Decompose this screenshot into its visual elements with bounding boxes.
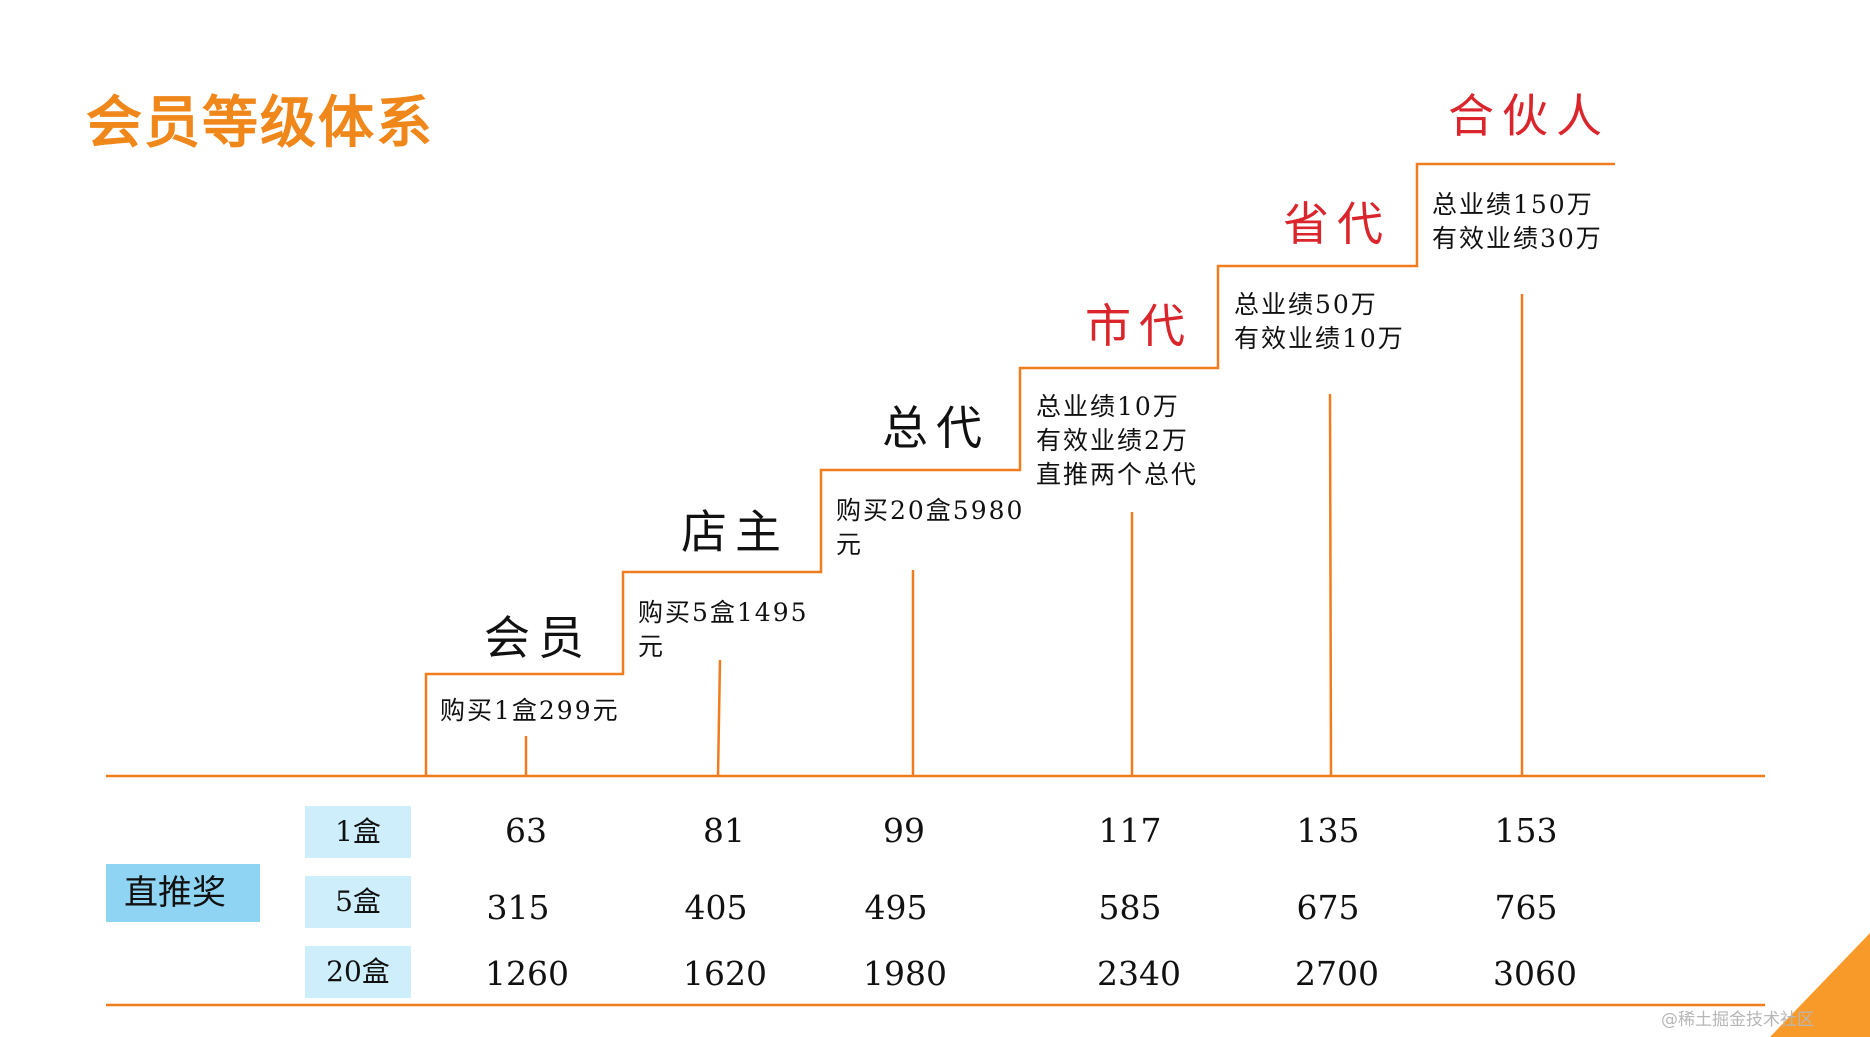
level-name-shop-owner: 店主: [681, 505, 789, 559]
level-requirement-city-agent: 总业绩10万 有效业绩2万 直推两个总代: [1036, 390, 1198, 492]
level-name-province-agent: 省代: [1283, 197, 1391, 251]
bonus-cell: 315: [486, 888, 550, 927]
level-requirement-partner: 总业绩150万 有效业绩30万: [1432, 188, 1603, 256]
requirement-line: 总业绩10万: [1036, 392, 1180, 421]
requirement-line: 有效业绩30万: [1432, 224, 1603, 253]
bonus-cell: 675: [1296, 888, 1360, 927]
bonus-cell: 153: [1494, 811, 1558, 850]
level-requirement-shop-owner: 购买5盒1495 元: [638, 596, 809, 664]
corner-decoration: [1770, 933, 1870, 1037]
requirement-line: 购买20盒5980: [836, 496, 1025, 525]
requirement-line: 有效业绩10万: [1234, 324, 1405, 353]
step-pillar-line: [716, 659, 722, 777]
bonus-cell: 1620: [683, 954, 767, 993]
bonus-cell: 585: [1098, 888, 1162, 927]
staircase-outline: [424, 162, 1615, 776]
requirement-line: 购买1盒299元: [440, 696, 620, 725]
bonus-cell: 3060: [1493, 954, 1577, 993]
level-requirement-member: 购买1盒299元: [440, 694, 620, 728]
requirement-line: 直推两个总代: [1036, 460, 1199, 489]
level-name-partner: 合伙人: [1448, 89, 1610, 143]
page-title: 会员等级体系: [86, 91, 434, 156]
bonus-cell: 63: [505, 811, 547, 850]
requirement-line: 购买5盒1495: [638, 598, 809, 627]
row-label-5-box: 5盒: [305, 876, 411, 928]
bonus-cell: 135: [1296, 811, 1360, 850]
level-name-city-agent: 市代: [1085, 299, 1193, 353]
bonus-cell: 1260: [485, 954, 569, 993]
requirement-line: 总业绩150万: [1432, 190, 1594, 219]
requirement-line: 元: [836, 530, 864, 559]
row-label-1-box: 1盒: [305, 806, 411, 858]
bonus-cell: 81: [703, 811, 745, 850]
level-name-member: 会员: [484, 611, 592, 665]
row-label-20-box: 20盒: [305, 946, 411, 998]
requirement-line: 总业绩50万: [1234, 290, 1378, 319]
requirement-line: 有效业绩2万: [1036, 426, 1189, 455]
level-requirement-province-agent: 总业绩50万 有效业绩10万: [1234, 288, 1405, 356]
bonus-cell: 2700: [1295, 954, 1379, 993]
level-name-general-agent: 总代: [882, 401, 990, 455]
direct-referral-bonus-label: 直推奖: [106, 864, 260, 922]
bonus-cell: 405: [684, 888, 748, 927]
requirement-line: 元: [638, 632, 666, 661]
bonus-cell: 117: [1098, 811, 1162, 850]
bonus-cell: 765: [1494, 888, 1558, 927]
bonus-cell: 99: [883, 811, 925, 850]
step-pillar-line: [1328, 393, 1333, 777]
bonus-cell: 495: [864, 888, 928, 927]
level-requirement-general-agent: 购买20盒5980 元: [836, 494, 1024, 562]
bonus-cell: 2340: [1097, 954, 1181, 993]
watermark: @稀土掘金技术社区: [1661, 1010, 1814, 1030]
bonus-cell: 1980: [863, 954, 947, 993]
